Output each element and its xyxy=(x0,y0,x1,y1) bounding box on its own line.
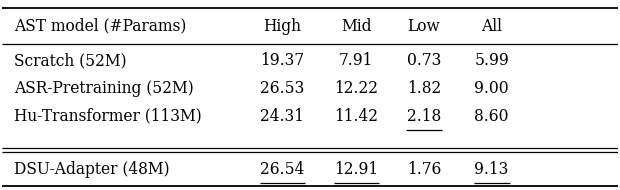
Text: Hu-Transformer (113M): Hu-Transformer (113M) xyxy=(14,108,202,125)
Text: 1.82: 1.82 xyxy=(407,80,441,97)
Text: 1.76: 1.76 xyxy=(407,161,441,178)
Text: 5.99: 5.99 xyxy=(474,52,509,69)
Text: 26.54: 26.54 xyxy=(260,161,304,178)
Text: 26.53: 26.53 xyxy=(260,80,304,97)
Text: Low: Low xyxy=(407,18,440,35)
Text: 12.91: 12.91 xyxy=(334,161,378,178)
Text: All: All xyxy=(481,18,502,35)
Text: 0.73: 0.73 xyxy=(407,52,441,69)
Text: 24.31: 24.31 xyxy=(260,108,304,125)
Text: 9.00: 9.00 xyxy=(474,80,509,97)
Text: Scratch (52M): Scratch (52M) xyxy=(14,52,127,69)
Text: ASR-Pretraining (52M): ASR-Pretraining (52M) xyxy=(14,80,194,97)
Text: DSU-Adapter (48M): DSU-Adapter (48M) xyxy=(14,161,170,178)
Text: 12.22: 12.22 xyxy=(334,80,378,97)
Text: 11.42: 11.42 xyxy=(334,108,378,125)
Text: AST model (#Params): AST model (#Params) xyxy=(14,18,187,35)
Text: High: High xyxy=(264,18,301,35)
Text: 19.37: 19.37 xyxy=(260,52,304,69)
Text: 2.18: 2.18 xyxy=(407,108,441,125)
Text: 7.91: 7.91 xyxy=(339,52,373,69)
Text: 9.13: 9.13 xyxy=(474,161,509,178)
Text: Mid: Mid xyxy=(341,18,371,35)
Text: 8.60: 8.60 xyxy=(474,108,509,125)
